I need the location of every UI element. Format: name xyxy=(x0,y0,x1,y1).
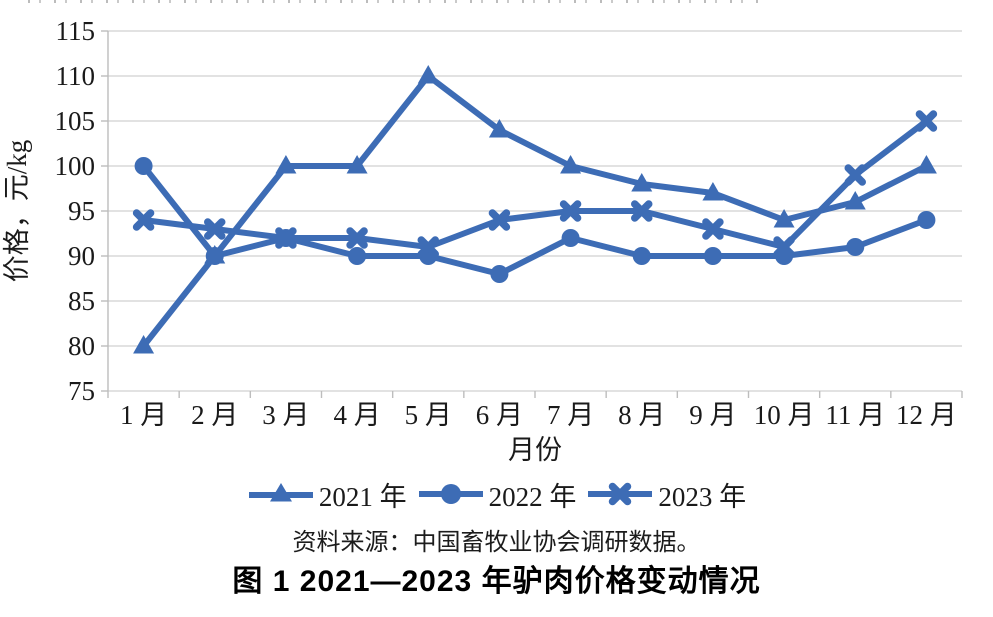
source-note: 资料来源：中国畜牧业协会调研数据。 xyxy=(292,530,701,556)
svg-text:2 月: 2 月 xyxy=(191,400,238,430)
svg-text:7 月: 7 月 xyxy=(547,400,594,430)
triangle-marker-icon xyxy=(248,483,313,502)
svg-text:4 月: 4 月 xyxy=(333,400,380,430)
svg-text:10 月: 10 月 xyxy=(754,400,815,430)
legend-item-2021: 2021 年 xyxy=(247,475,407,514)
legend-label: 2023 年 xyxy=(658,481,747,512)
svg-text:85: 85 xyxy=(68,286,95,316)
x-axis-title: 月份 xyxy=(508,435,562,465)
svg-text:11 月: 11 月 xyxy=(825,400,885,430)
svg-text:6 月: 6 月 xyxy=(476,400,523,430)
svg-text:90: 90 xyxy=(68,241,95,271)
chart-legend: 2021 年 2022 年 2023 年 xyxy=(0,476,993,512)
legend-item-2023: 2023 年 xyxy=(586,475,746,514)
circle-marker-icon xyxy=(418,484,483,504)
svg-text:3 月: 3 月 xyxy=(262,400,309,430)
svg-text:95: 95 xyxy=(68,196,95,226)
svg-text:115: 115 xyxy=(56,16,96,46)
svg-text:1 月: 1 月 xyxy=(120,400,167,430)
data-series-group xyxy=(132,65,938,354)
svg-text:100: 100 xyxy=(55,151,96,181)
svg-text:8 月: 8 月 xyxy=(618,400,665,430)
svg-text:5 月: 5 月 xyxy=(405,400,452,430)
legend-label: 2022 年 xyxy=(488,481,577,512)
svg-text:12 月: 12 月 xyxy=(896,400,957,430)
svg-text:105: 105 xyxy=(55,106,96,136)
legend-item-2022: 2022 年 xyxy=(417,475,577,514)
price-line-chart: 75 80 85 90 95 100 105 110 115 1 月 2 月 3 月 4 月 5 月 6 月… xyxy=(2,16,963,465)
svg-text:110: 110 xyxy=(56,61,96,91)
axis-tick-labels-group: 75 80 85 90 95 100 105 110 115 1 月 2 月 3 月 4 月 5 月 6 月… xyxy=(55,16,957,430)
x-marker-icon xyxy=(588,482,653,506)
figure-caption: 图 1 2021—2023 年驴肉价格变动情况 xyxy=(232,565,761,598)
y-axis-title: 价格，元/kg xyxy=(2,140,32,283)
cropped-text-remnant xyxy=(28,0,766,3)
svg-text:80: 80 xyxy=(68,331,95,361)
svg-text:9 月: 9 月 xyxy=(689,400,736,430)
legend-label: 2021 年 xyxy=(318,481,407,512)
svg-text:75: 75 xyxy=(68,376,95,406)
